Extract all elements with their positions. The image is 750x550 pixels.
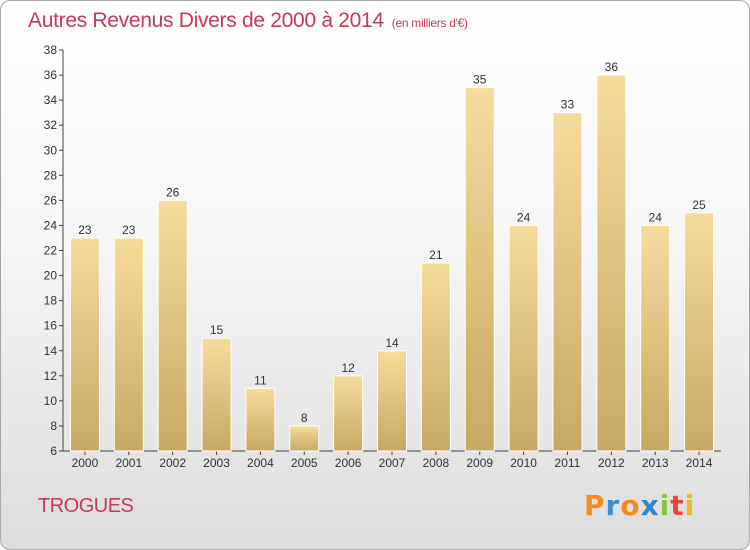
y-tick-label: 36 [44, 68, 58, 82]
bar-value-label: 14 [385, 336, 399, 350]
x-tick-label: 2007 [379, 456, 406, 470]
y-tick-label: 24 [44, 218, 58, 232]
bar [245, 387, 276, 452]
y-tick-label: 20 [44, 269, 58, 283]
chart-title-unit: (en milliers d'€) [391, 16, 468, 30]
bar-value-label: 36 [605, 60, 619, 74]
y-tick-label: 22 [44, 244, 58, 258]
y-tick-label: 8 [50, 419, 57, 433]
x-tick-label: 2004 [247, 456, 274, 470]
bar-value-label: 21 [429, 248, 443, 262]
y-tick-label: 28 [44, 168, 58, 182]
y-axis: 6 8 10 12 14 16 18 20 22 24 26 28 30 32 34 36 38 [44, 43, 64, 458]
y-tick-label: 38 [44, 43, 58, 57]
bar [684, 212, 715, 452]
bar-value-label: 11 [254, 373, 267, 387]
y-tick-label: 26 [44, 193, 58, 207]
logo-letter: r [605, 489, 621, 522]
bar-value-label: 12 [341, 361, 355, 375]
logo-letter: t [670, 489, 685, 522]
chart-title: Autres Revenus Divers de 2000 à 2014 (en … [28, 9, 468, 33]
y-tick-label: 16 [44, 319, 58, 333]
bar-value-label: 24 [517, 210, 531, 224]
y-tick-label: 30 [44, 143, 58, 157]
bar-value-label: 23 [78, 223, 92, 237]
bar-value-label: 23 [122, 223, 136, 237]
x-tick-label: 2014 [686, 456, 713, 470]
logo-letter: P [584, 489, 606, 522]
bar-value-label: 15 [210, 323, 224, 337]
bar-value-label: 24 [649, 210, 663, 224]
bar-value-label: 35 [473, 73, 487, 87]
bar [640, 224, 671, 452]
chart-title-main: Autres Revenus Divers de 2000 à 2014 [28, 9, 384, 32]
x-tick-label: 2012 [598, 456, 625, 470]
y-tick-label: 14 [44, 344, 58, 358]
x-tick-label: 2005 [291, 456, 318, 470]
y-tick-label: 12 [44, 369, 58, 383]
bar-value-label: 8 [301, 411, 308, 425]
bars: 23 23 26 15 11 8 12 14 21 35 24 33 36 24 25 [69, 60, 715, 452]
bar [69, 237, 100, 452]
x-tick-label: 2006 [335, 456, 362, 470]
logo-letter: o [620, 489, 641, 522]
x-tick-label: 2000 [72, 456, 99, 470]
x-tick-label: 2009 [466, 456, 493, 470]
bar [464, 87, 495, 452]
bar [289, 425, 320, 452]
x-tick-label: 2008 [423, 456, 450, 470]
logo-letter: i [684, 489, 696, 522]
bar [552, 112, 583, 452]
bar [157, 199, 188, 452]
proxiti-logo[interactable]: Proxiti [584, 489, 695, 522]
bar-value-label: 33 [561, 98, 575, 112]
logo-letter: x [640, 489, 660, 522]
logo-letter: i [659, 489, 671, 522]
x-axis: 2000 2001 2002 2003 2004 2005 2006 2007 2008 2009… [63, 450, 721, 470]
bar [377, 350, 407, 452]
x-tick-label: 2011 [555, 456, 581, 470]
x-tick-label: 2013 [642, 456, 669, 470]
x-tick-label: 2001 [115, 456, 142, 470]
bar [508, 224, 539, 452]
y-tick-label: 32 [44, 118, 58, 132]
bar [420, 262, 451, 452]
y-tick-label: 6 [50, 444, 57, 458]
x-tick-label: 2003 [203, 456, 230, 470]
y-tick-label: 10 [44, 394, 58, 408]
bar [596, 74, 627, 452]
bar [201, 337, 232, 452]
bar [333, 375, 364, 452]
commune-name: TROGUES [38, 495, 134, 517]
bar-value-label: 26 [166, 185, 180, 199]
bar [113, 237, 144, 452]
bar-value-label: 25 [692, 198, 706, 212]
y-tick-label: 34 [44, 93, 58, 107]
y-tick-label: 18 [44, 294, 58, 308]
x-tick-label: 2010 [510, 456, 537, 470]
x-tick-label: 2002 [159, 456, 186, 470]
